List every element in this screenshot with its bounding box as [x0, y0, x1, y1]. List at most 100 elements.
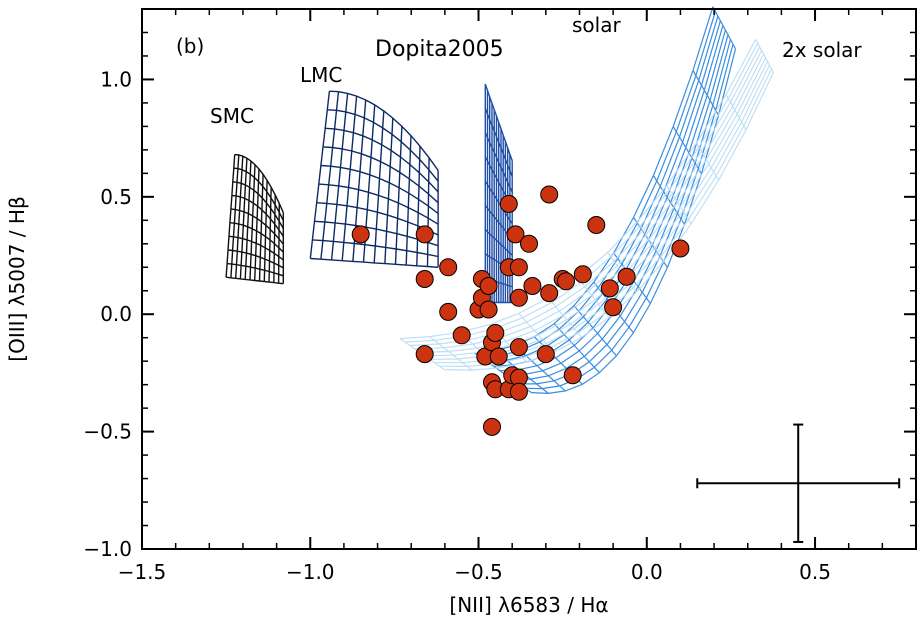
- data-point: [509, 288, 528, 307]
- grid-line: [577, 277, 610, 318]
- y-tick-label: −1.0: [83, 537, 132, 561]
- grid-line: [373, 110, 385, 263]
- grid-line: [232, 181, 284, 229]
- grid-line: [244, 160, 252, 280]
- label-2x-solar: 2x solar: [782, 38, 862, 62]
- grid-line: [384, 118, 394, 264]
- grid-line: [228, 235, 284, 261]
- model-title: Dopita2005: [375, 37, 504, 62]
- grid-line: [230, 154, 240, 278]
- data-point: [540, 284, 559, 303]
- data-point: [671, 239, 690, 258]
- grid-line: [329, 90, 439, 171]
- grid-line: [553, 323, 600, 374]
- grid-line: [341, 96, 358, 261]
- grid-line: [484, 132, 513, 193]
- grid-line: [312, 239, 439, 258]
- grid-line: [327, 109, 439, 182]
- y-tick-label: 0.0: [100, 302, 132, 326]
- data-point: [600, 279, 619, 298]
- model-grid-smc: [225, 153, 284, 285]
- data-point: [536, 345, 555, 364]
- data-point: [506, 225, 525, 244]
- panel-label: (b): [176, 34, 204, 58]
- grid-line: [416, 146, 421, 266]
- grid-line: [484, 229, 513, 256]
- data-point: [452, 326, 471, 345]
- grid-line: [695, 142, 720, 181]
- grid-line: [316, 202, 439, 236]
- grid-line: [692, 70, 720, 116]
- grid-line: [320, 91, 340, 260]
- grid-line: [318, 183, 439, 225]
- x-tick-label: 0.5: [799, 560, 831, 584]
- grid-line: [249, 164, 256, 280]
- plot-frame: [141, 8, 917, 550]
- data-point: [587, 216, 606, 234]
- data-point: [489, 347, 508, 366]
- grid-line: [429, 336, 473, 371]
- data-point: [523, 277, 542, 295]
- data-point: [604, 298, 623, 317]
- grid-line: [666, 185, 692, 225]
- data-point: [509, 258, 528, 277]
- grid-line: [273, 194, 276, 283]
- data-point: [499, 194, 518, 213]
- y-axis-ticks: −1.0 −0.5 0.0 0.5 1.0: [83, 8, 916, 561]
- grid-line: [525, 43, 734, 390]
- grid-line: [239, 158, 248, 279]
- grid-line: [225, 154, 236, 278]
- data-point: [483, 417, 501, 436]
- grid-line: [325, 127, 439, 193]
- grid-line: [227, 262, 284, 277]
- grid-line: [233, 167, 284, 221]
- grid-line: [268, 187, 272, 283]
- grid-line: [320, 164, 439, 215]
- grid-line: [712, 6, 737, 50]
- grid-line: [309, 91, 331, 259]
- data-point: [479, 277, 498, 295]
- data-point: [509, 382, 528, 401]
- grid-line: [234, 153, 284, 213]
- grid-line: [394, 126, 403, 265]
- grid-line: [277, 203, 280, 284]
- data-point: [415, 225, 434, 244]
- grid-line: [484, 108, 513, 177]
- grid-line: [547, 297, 583, 338]
- y-tick-label: −0.5: [83, 420, 132, 444]
- grid-line: [263, 180, 268, 282]
- grid-line: [484, 180, 513, 224]
- data-point: [557, 272, 575, 291]
- x-tick-label: −1.0: [286, 560, 335, 584]
- x-tick-label: −1.5: [118, 560, 167, 584]
- x-axis-label: [NII] λ6583 / Hα: [449, 593, 608, 617]
- data-point: [479, 300, 498, 319]
- label-solar: solar: [572, 13, 621, 37]
- y-tick-label: 0.5: [100, 185, 132, 209]
- data-point: [520, 234, 538, 253]
- grid-line: [426, 157, 430, 267]
- grid-line: [258, 174, 264, 282]
- grid-line: [229, 222, 284, 253]
- grid-line: [636, 221, 665, 262]
- label-smc: SMC: [210, 104, 254, 128]
- x-tick-label: −0.5: [454, 560, 503, 584]
- grid-line: [226, 276, 284, 285]
- data-point: [439, 258, 458, 277]
- data-point: [415, 345, 434, 364]
- grid-line: [725, 94, 747, 131]
- grid-line: [444, 72, 774, 371]
- grid-line: [405, 135, 412, 266]
- data-point: [509, 338, 528, 357]
- grid-line: [231, 194, 284, 237]
- grid-line: [322, 146, 439, 204]
- data-point: [540, 185, 559, 204]
- grid-line: [518, 39, 732, 385]
- grid-line: [230, 208, 284, 245]
- data-points: [351, 185, 690, 436]
- y-axis-label: [OIII] λ5007 / Hβ: [5, 196, 29, 361]
- grid-line: [235, 156, 244, 279]
- error-bar: [696, 423, 901, 543]
- data-point: [351, 225, 370, 244]
